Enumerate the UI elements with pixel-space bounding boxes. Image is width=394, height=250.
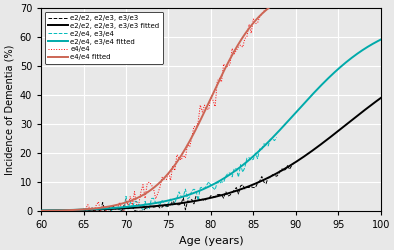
e4/e4 fitted <box>239 38 243 41</box>
e4/e4 fitted <box>99 206 104 209</box>
e2/e2, e2/e3, e3/e3 fitted <box>239 188 243 190</box>
e2/e4, e3/e4 fitted <box>239 165 243 168</box>
e2/e4, e3/e4 fitted <box>266 141 270 144</box>
e2/e4, e3/e4 fitted <box>192 191 197 194</box>
e4/e4 fitted <box>39 209 43 212</box>
e2/e2, e2/e3, e3/e3 fitted <box>39 209 43 212</box>
e4/e4 <box>266 6 271 9</box>
e2/e4, e3/e4 fitted <box>126 205 131 208</box>
X-axis label: Age (years): Age (years) <box>178 236 243 246</box>
e2/e2, e2/e3, e3/e3 fitted <box>192 200 197 202</box>
e2/e2, e2/e3, e3/e3 <box>83 210 88 213</box>
e2/e4, e3/e4 <box>274 136 279 139</box>
e4/e4 <box>253 22 258 25</box>
Line: e2/e4, e3/e4 fitted: e2/e4, e3/e4 fitted <box>41 40 381 210</box>
e2/e2, e2/e3, e3/e3 <box>132 209 137 212</box>
e2/e2, e2/e3, e3/e3 fitted <box>126 206 131 210</box>
e2/e2, e2/e3, e3/e3 <box>208 194 213 197</box>
e2/e2, e2/e3, e3/e3 <box>277 172 281 175</box>
e2/e2, e2/e3, e3/e3 fitted <box>378 96 383 100</box>
e2/e4, e3/e4 <box>215 180 219 184</box>
e2/e2, e2/e3, e3/e3 fitted <box>266 176 270 180</box>
e2/e2, e2/e3, e3/e3 <box>291 162 296 164</box>
e2/e2, e2/e3, e3/e3 <box>124 206 128 208</box>
e2/e4, e3/e4 <box>107 210 112 213</box>
e4/e4 <box>85 203 90 206</box>
e4/e4 fitted <box>126 200 131 203</box>
e2/e2, e2/e3, e3/e3 <box>81 207 86 210</box>
Line: e2/e2, e2/e3, e3/e3: e2/e2, e2/e3, e3/e3 <box>84 163 294 211</box>
e4/e4 <box>173 169 177 172</box>
e4/e4 fitted <box>192 130 197 133</box>
e2/e4, e3/e4 <box>206 180 211 183</box>
e4/e4 <box>134 204 139 207</box>
e4/e4 fitted <box>266 7 270 10</box>
Line: e4/e4: e4/e4 <box>84 7 268 211</box>
Line: e2/e2, e2/e3, e3/e3 fitted: e2/e2, e2/e3, e3/e3 fitted <box>41 98 381 210</box>
e2/e4, e3/e4 fitted <box>39 209 43 212</box>
e2/e4, e3/e4 <box>208 184 213 187</box>
Y-axis label: Incidence of Dementia (%): Incidence of Dementia (%) <box>4 44 14 175</box>
e2/e4, e3/e4 <box>255 157 260 160</box>
e2/e2, e2/e3, e3/e3 <box>191 202 196 205</box>
e2/e4, e3/e4 fitted <box>294 110 299 113</box>
Line: e4/e4 fitted: e4/e4 fitted <box>41 0 381 211</box>
e4/e4 <box>132 190 137 193</box>
e4/e4 <box>190 136 194 139</box>
e2/e2, e2/e3, e3/e3 fitted <box>99 208 104 211</box>
e2/e4, e3/e4 <box>221 181 226 184</box>
e2/e4, e3/e4 <box>181 195 186 198</box>
e2/e2, e2/e3, e3/e3 <box>283 169 288 172</box>
Line: e2/e4, e3/e4: e2/e4, e3/e4 <box>109 138 277 211</box>
e4/e4 <box>81 210 86 213</box>
Legend: e2/e2, e2/e3, e3/e3, e2/e2, e2/e3, e3/e3 fitted, e2/e4, e3/e4, e2/e4, e3/e4 fitt: e2/e2, e2/e3, e3/e3, e2/e2, e2/e3, e3/e3… <box>45 12 163 64</box>
e4/e4 <box>264 5 268 8</box>
e2/e2, e2/e3, e3/e3 fitted <box>294 160 299 163</box>
e2/e4, e3/e4 fitted <box>378 38 383 41</box>
e2/e4, e3/e4 fitted <box>99 207 104 210</box>
